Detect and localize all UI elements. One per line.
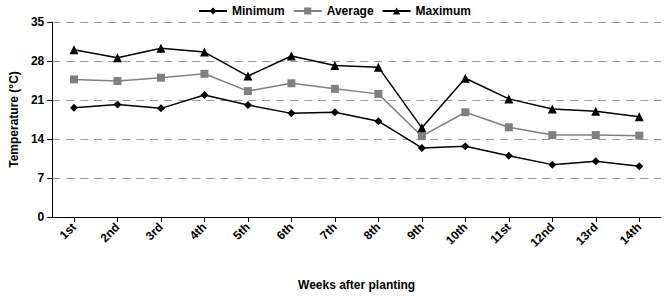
svg-text:10th: 10th — [443, 220, 470, 247]
svg-text:14th: 14th — [617, 220, 644, 247]
svg-text:3rd: 3rd — [143, 220, 166, 243]
svg-text:13rd: 13rd — [573, 220, 601, 248]
svg-text:Temperature (°C): Temperature (°C) — [7, 71, 21, 168]
svg-text:28: 28 — [31, 54, 45, 68]
svg-text:35: 35 — [31, 15, 45, 29]
svg-text:Minimum: Minimum — [232, 4, 285, 18]
svg-text:0: 0 — [38, 210, 45, 224]
svg-text:21: 21 — [31, 93, 45, 107]
svg-text:11st: 11st — [487, 220, 513, 246]
svg-text:8th: 8th — [361, 220, 384, 243]
svg-text:2nd: 2nd — [97, 220, 122, 245]
svg-text:4th: 4th — [187, 220, 210, 243]
svg-text:5th: 5th — [230, 220, 253, 243]
svg-text:6th: 6th — [274, 220, 297, 243]
svg-text:Maximum: Maximum — [416, 4, 471, 18]
svg-text:7: 7 — [38, 171, 45, 185]
svg-text:12nd: 12nd — [528, 220, 558, 250]
svg-text:7th: 7th — [317, 220, 340, 243]
svg-text:9th: 9th — [404, 220, 427, 243]
svg-text:Average: Average — [327, 4, 374, 18]
svg-text:14: 14 — [31, 132, 45, 146]
svg-text:Weeks after planting: Weeks after planting — [298, 278, 415, 292]
svg-text:1st: 1st — [57, 220, 79, 242]
